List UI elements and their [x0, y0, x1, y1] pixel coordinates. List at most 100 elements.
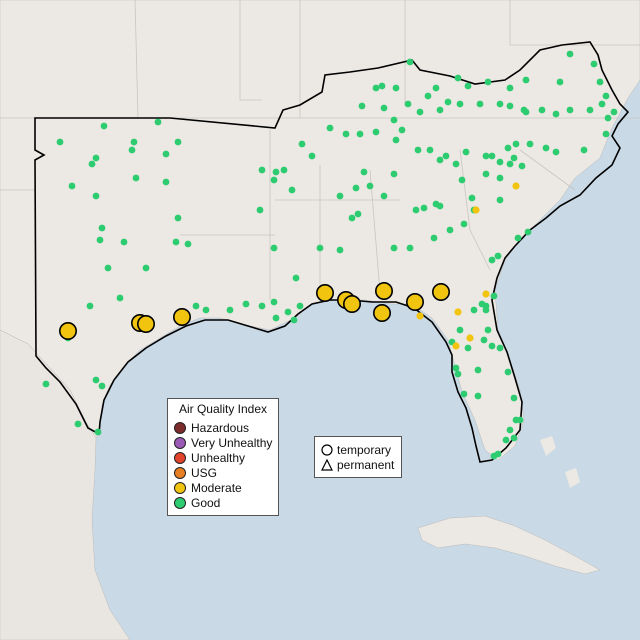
good-site-marker — [552, 110, 560, 118]
good-site-marker — [506, 426, 514, 434]
good-site-marker — [270, 244, 278, 252]
legend-item-temporary: temporary — [321, 443, 391, 457]
good-site-marker — [142, 264, 150, 272]
good-site-marker — [526, 140, 534, 148]
good-site-marker — [458, 176, 466, 184]
good-site-marker — [496, 344, 504, 352]
legend-label-usg: USG — [191, 466, 218, 480]
good-site-marker — [506, 102, 514, 110]
good-site-marker — [372, 128, 380, 136]
moderate-site-marker — [416, 312, 424, 320]
good-site-marker — [290, 316, 298, 324]
good-site-marker — [610, 108, 618, 116]
good-site-marker — [74, 420, 82, 428]
good-site-marker — [488, 256, 496, 264]
good-site-marker — [326, 124, 334, 132]
good-site-marker — [474, 392, 482, 400]
good-site-marker — [488, 342, 496, 350]
good-site-marker — [86, 302, 94, 310]
good-site-marker — [504, 144, 512, 152]
good-site-marker — [590, 60, 598, 68]
good-site-marker — [42, 380, 50, 388]
good-site-marker — [120, 238, 128, 246]
good-site-marker — [270, 176, 278, 184]
good-site-marker — [488, 152, 496, 160]
good-site-marker — [284, 308, 292, 316]
good-site-marker — [522, 108, 530, 116]
good-site-marker — [354, 210, 362, 218]
legend-item-unhealthy: Unhealthy — [174, 451, 245, 465]
good-site-marker — [92, 154, 100, 162]
good-site-marker — [298, 140, 306, 148]
good-site-marker — [288, 186, 296, 194]
good-site-marker — [272, 168, 280, 176]
legend-label-permanent: permanent — [337, 458, 395, 472]
good-site-marker — [496, 174, 504, 182]
good-swatch — [174, 497, 186, 509]
good-site-marker — [454, 370, 462, 378]
good-site-marker — [460, 220, 468, 228]
good-site-marker — [360, 168, 368, 176]
good-site-marker — [378, 82, 386, 90]
good-site-marker — [392, 84, 400, 92]
moderate-site-marker — [472, 206, 480, 214]
good-site-marker — [510, 434, 518, 442]
good-site-marker — [566, 50, 574, 58]
legend-label-moderate: Moderate — [191, 481, 242, 495]
good-site-marker — [412, 206, 420, 214]
good-site-marker — [184, 240, 192, 248]
good-site-marker — [372, 84, 380, 92]
good-site-marker — [94, 428, 102, 436]
triangle-icon — [321, 459, 333, 471]
good-site-marker — [398, 126, 406, 134]
good-site-marker — [132, 174, 140, 182]
good-site-marker — [420, 204, 428, 212]
bahamas — [540, 436, 580, 488]
good-site-marker — [358, 102, 366, 110]
good-site-marker — [586, 106, 594, 114]
legend-item-usg: USG — [174, 466, 217, 480]
good-site-marker — [442, 152, 450, 160]
very-unhealthy-swatch — [174, 437, 186, 449]
good-site-marker — [474, 366, 482, 374]
good-site-marker — [390, 170, 398, 178]
good-site-marker — [100, 122, 108, 130]
mexico — [0, 329, 131, 640]
aqi-legend: Air Quality Index Hazardous Very Unhealt… — [167, 398, 279, 516]
good-site-marker — [538, 106, 546, 114]
good-site-marker — [162, 150, 170, 158]
good-site-marker — [484, 326, 492, 334]
good-site-marker — [258, 166, 266, 174]
good-site-marker — [452, 364, 460, 372]
good-site-marker — [272, 314, 280, 322]
good-site-marker — [444, 98, 452, 106]
good-site-marker — [596, 78, 604, 86]
good-site-marker — [478, 300, 486, 308]
usg-swatch — [174, 467, 186, 479]
good-site-marker — [524, 228, 532, 236]
good-site-marker — [436, 202, 444, 210]
good-site-marker — [468, 194, 476, 202]
good-site-marker — [510, 154, 518, 162]
good-site-marker — [256, 206, 264, 214]
good-site-marker — [452, 160, 460, 168]
legend-item-very-unhealthy: Very Unhealthy — [174, 436, 272, 450]
good-site-marker — [96, 236, 104, 244]
moderate-temporary-site-marker — [405, 292, 424, 311]
good-site-marker — [88, 160, 96, 168]
good-sites — [42, 50, 618, 460]
legend-label-unhealthy: Unhealthy — [191, 451, 246, 465]
good-site-marker — [336, 192, 344, 200]
good-site-marker — [516, 416, 524, 424]
moderate-site-marker — [454, 308, 462, 316]
good-site-marker — [116, 294, 124, 302]
moderate-temporary-site-marker — [372, 303, 391, 322]
good-site-marker — [602, 92, 610, 100]
good-site-marker — [510, 394, 518, 402]
good-site-marker — [476, 100, 484, 108]
good-site-marker — [172, 238, 180, 246]
good-site-marker — [504, 368, 512, 376]
good-site-marker — [502, 436, 510, 444]
legend-item-permanent: permanent — [321, 458, 394, 472]
